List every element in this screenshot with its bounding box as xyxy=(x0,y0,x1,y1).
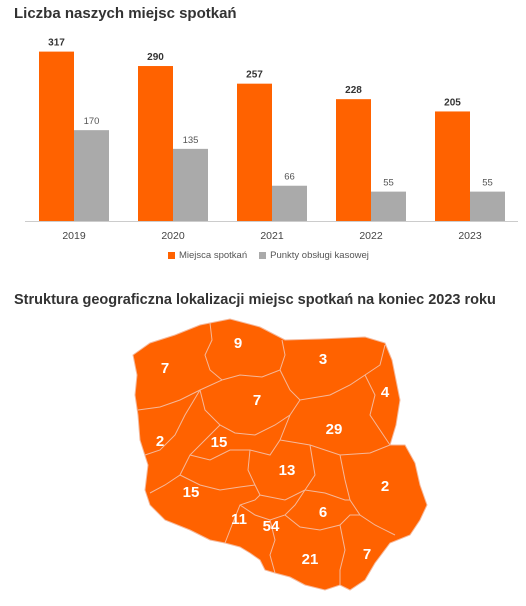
data-label-2020-series-1: 290 xyxy=(147,52,164,63)
bar-2019-series-1 xyxy=(39,51,74,222)
map-value-podlaskie: 4 xyxy=(381,384,390,401)
voivodeship-border xyxy=(247,444,316,501)
map-value-śląskie: 54 xyxy=(263,518,280,535)
bar-2020-series-1 xyxy=(138,66,173,221)
bar-2020-series-2 xyxy=(173,148,208,221)
poland-outline xyxy=(132,318,428,591)
voivodeship-border xyxy=(221,339,286,381)
legend-label-series-2: Punkty obsługi kasowej xyxy=(270,250,369,261)
data-label-2021-series-1: 257 xyxy=(246,70,263,81)
map-value-kujawsko-pomorskie: 7 xyxy=(253,392,261,409)
bar-2021-series-1 xyxy=(237,83,272,222)
chart-legend: Miejsca spotkań Punkty obsługi kasowej xyxy=(168,250,381,261)
legend-item-series-2: Punkty obsługi kasowej xyxy=(259,250,369,261)
bar-2023-series-1 xyxy=(435,111,470,221)
map-value-łódzkie: 13 xyxy=(279,462,296,479)
legend-label-series-1: Miejsca spotkań xyxy=(179,250,248,261)
x-tick-label-2023: 2023 xyxy=(458,230,482,242)
bar-2021-series-2 xyxy=(272,185,307,221)
bar-2022-series-2 xyxy=(371,191,406,221)
x-tick-label-2020: 2020 xyxy=(161,230,185,242)
voivodeship-border xyxy=(339,454,396,536)
voivodeship-border xyxy=(204,322,223,381)
voivodeship-border xyxy=(179,474,256,491)
voivodeship-borders xyxy=(137,322,396,585)
legend-item-series-1: Miejsca spotkań xyxy=(168,250,247,261)
voivodeship-border xyxy=(239,489,306,521)
legend-swatch-series-2 xyxy=(259,252,267,259)
voivodeship-border xyxy=(304,489,350,501)
data-label-2019-series-2: 170 xyxy=(84,116,100,127)
data-label-2021-series-2: 66 xyxy=(284,172,295,183)
bar-chart-title: Liczba naszych miejsc spotkań xyxy=(14,5,237,22)
map-value-podkarpackie: 7 xyxy=(363,546,371,563)
data-label-2022-series-2: 55 xyxy=(383,178,394,189)
bar-chart: 317 170 2019 290 135 2020 257 66 2021 228 55 2022 20… xyxy=(25,38,518,242)
legend-swatch-series-1 xyxy=(168,252,175,259)
x-tick-label-2021: 2021 xyxy=(260,230,284,242)
map-value-małopolskie: 21 xyxy=(302,551,319,568)
data-label-2023-series-2: 55 xyxy=(482,178,493,189)
map-value-warmińsko-mazurskie: 3 xyxy=(319,351,327,368)
poland-map: 7 9 3 4 7 2 15 29 13 15 2 11 54 6 21 7 xyxy=(132,318,428,591)
data-label-2023-series-1: 205 xyxy=(444,97,461,108)
voivodeship-border xyxy=(137,379,223,411)
data-label-2020-series-2: 135 xyxy=(183,135,199,146)
bar-2023-series-2 xyxy=(470,191,505,221)
map-value-mazowieckie: 29 xyxy=(326,421,343,438)
map-value-lubelskie: 2 xyxy=(381,478,389,495)
voivodeship-border xyxy=(364,374,391,446)
bar-2022-series-1 xyxy=(336,99,371,221)
map-value-zachodniopomorskie: 7 xyxy=(161,360,169,377)
voivodeship-border xyxy=(149,424,221,494)
bar-2019-series-2 xyxy=(74,130,109,221)
voivodeship-border xyxy=(269,519,276,574)
data-label-2019-series-1: 317 xyxy=(48,38,65,49)
map-value-opolskie: 11 xyxy=(231,511,247,528)
x-tick-label-2019: 2019 xyxy=(62,230,86,242)
map-value-lubuskie: 2 xyxy=(156,433,164,450)
map-value-wielkopolskie: 15 xyxy=(211,434,228,451)
map-value-świętokrzyskie: 6 xyxy=(319,504,327,521)
map-value-pomorskie: 9 xyxy=(234,335,242,352)
voivodeship-border xyxy=(339,524,346,585)
x-tick-label-2022: 2022 xyxy=(359,230,383,242)
voivodeship-border xyxy=(199,389,301,436)
data-label-2022-series-1: 228 xyxy=(345,85,362,96)
map-value-dolnośląskie: 15 xyxy=(183,484,200,501)
map-title: Struktura geograficzna lokalizacji miejs… xyxy=(14,292,496,308)
voivodeship-border xyxy=(284,514,360,531)
voivodeship-border xyxy=(144,389,201,456)
voivodeship-border xyxy=(279,344,386,401)
